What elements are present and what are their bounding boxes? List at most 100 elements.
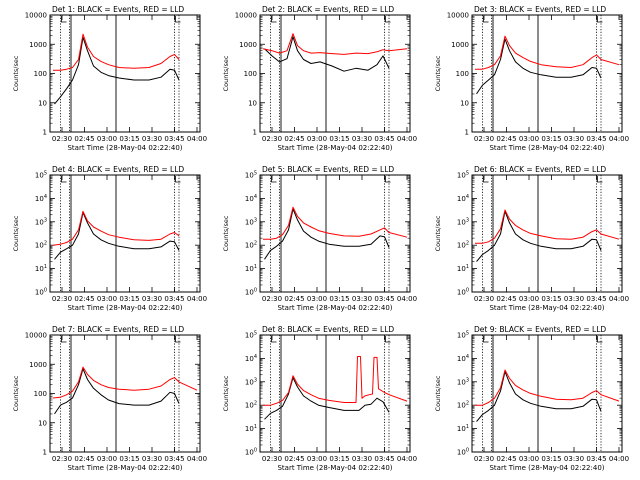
- x-tick-label: 03:00: [307, 455, 327, 463]
- events-series-line: [54, 212, 180, 260]
- y-tick-label: 10000: [235, 12, 257, 20]
- interval-bracket: [597, 176, 603, 183]
- x-tick-label: 02:45: [74, 295, 94, 303]
- y-axis-label: Counts/sec: [222, 375, 230, 411]
- x-tick-label: 04:00: [187, 455, 207, 463]
- interval-bracket: [483, 336, 489, 343]
- interval-bracket: [271, 176, 277, 183]
- x-tick-label: 02:45: [496, 295, 516, 303]
- panel-title: Det 1: BLACK = Events, RED = LLD: [52, 5, 184, 14]
- plot-frame: [259, 334, 411, 453]
- events-series-line: [476, 38, 602, 95]
- detector-panel: Det 5: BLACK = Events, RED = LLD Counts/s…: [222, 165, 417, 312]
- y-tick-label: 102: [457, 241, 469, 250]
- x-axis-label: Start Time (28-May-04 02:22:40): [489, 144, 604, 152]
- x-axis-label: Start Time (28-May-04 02:22:40): [489, 304, 604, 312]
- interval-bracket: [175, 16, 181, 23]
- x-tick-label: 03:45: [586, 135, 606, 143]
- x-tick-label: 02:30: [474, 455, 494, 463]
- x-tick-label: 02:45: [496, 455, 516, 463]
- y-tick-label: 102: [35, 241, 47, 250]
- x-tick-label: 03:15: [329, 295, 349, 303]
- y-tick-label: 100: [456, 70, 469, 78]
- y-tick-label: 102: [245, 401, 257, 410]
- x-tick-label: 03:00: [97, 135, 117, 143]
- y-tick-label: 105: [457, 331, 469, 340]
- x-tick-label: 03:15: [541, 135, 561, 143]
- x-tick-label: 02:30: [262, 295, 282, 303]
- interval-bracket: [61, 336, 67, 343]
- y-tick-label: 1000: [239, 41, 257, 49]
- plot-frame: [471, 174, 623, 293]
- y-tick-label: 104: [245, 194, 257, 203]
- y-tick-label: 103: [245, 217, 257, 226]
- y-tick-label: 103: [35, 217, 47, 226]
- lld-series-line: [53, 33, 180, 71]
- y-tick-label: 102: [245, 241, 257, 250]
- x-tick-label: 03:15: [329, 455, 349, 463]
- plot-frame: [471, 334, 623, 453]
- y-tick-label: 103: [245, 377, 257, 386]
- x-tick-label: 03:45: [164, 135, 184, 143]
- y-tick-label: 102: [457, 401, 469, 410]
- y-axis-label: Counts/sec: [12, 55, 20, 91]
- y-tick-label: 101: [245, 264, 257, 273]
- x-tick-label: 03:00: [519, 295, 539, 303]
- x-tick-label: 02:30: [262, 135, 282, 143]
- detector-panel: Det 3: BLACK = Events, RED = LLD Counts/s…: [434, 5, 629, 152]
- y-axis-label: Counts/sec: [434, 215, 442, 251]
- x-tick-label: 03:30: [142, 295, 162, 303]
- x-tick-label: 03:45: [164, 295, 184, 303]
- y-tick-label: 104: [457, 194, 469, 203]
- events-series-line: [264, 36, 390, 72]
- plot-frame: [49, 334, 201, 453]
- panel-title: Det 5: BLACK = Events, RED = LLD: [262, 165, 394, 174]
- x-tick-label: 03:15: [329, 135, 349, 143]
- lld-series-line: [263, 356, 408, 406]
- x-tick-label: 03:15: [119, 135, 139, 143]
- lld-series-line: [52, 210, 180, 246]
- x-tick-label: 04:00: [187, 135, 207, 143]
- y-tick-label: 100: [457, 288, 469, 297]
- interval-bracket: [385, 16, 391, 23]
- x-tick-label: 03:45: [374, 455, 394, 463]
- x-tick-label: 02:45: [496, 135, 516, 143]
- y-tick-label: 101: [457, 264, 469, 273]
- y-axis-label: Counts/sec: [222, 215, 230, 251]
- x-tick-label: 03:45: [164, 455, 184, 463]
- lld-series-line: [475, 369, 620, 406]
- x-tick-label: 02:45: [284, 455, 304, 463]
- x-axis-label: Start Time (28-May-04 02:22:40): [277, 144, 392, 152]
- x-tick-label: 02:45: [74, 455, 94, 463]
- x-axis-label: Start Time (28-May-04 02:22:40): [67, 464, 182, 472]
- x-tick-label: 03:00: [307, 135, 327, 143]
- x-tick-label: 03:30: [564, 295, 584, 303]
- lld-series-line: [262, 33, 408, 55]
- interval-bracket: [271, 16, 277, 23]
- y-tick-label: 105: [457, 171, 469, 180]
- y-tick-label: 105: [245, 331, 257, 340]
- detector-panel: Det 9: BLACK = Events, RED = LLD Counts/s…: [434, 325, 629, 472]
- x-tick-label: 03:00: [307, 295, 327, 303]
- x-tick-label: 03:45: [374, 295, 394, 303]
- plot-frame: [49, 174, 201, 293]
- x-tick-label: 04:00: [397, 455, 417, 463]
- x-tick-label: 03:30: [142, 135, 162, 143]
- x-tick-label: 03:00: [97, 295, 117, 303]
- y-tick-label: 101: [457, 424, 469, 433]
- panel-title: Det 3: BLACK = Events, RED = LLD: [474, 5, 606, 14]
- x-axis-label: Start Time (28-May-04 02:22:40): [67, 144, 182, 152]
- y-tick-label: 1: [43, 449, 47, 457]
- interval-bracket: [483, 176, 489, 183]
- interval-bracket: [175, 176, 181, 183]
- y-axis-label: Counts/sec: [12, 375, 20, 411]
- x-tick-label: 03:30: [564, 455, 584, 463]
- detector-panel: Det 4: BLACK = Events, RED = LLD Counts/s…: [12, 165, 207, 312]
- events-series-line: [54, 37, 180, 105]
- x-tick-label: 03:30: [352, 135, 372, 143]
- detector-panel: Det 2: BLACK = Events, RED = LLD Counts/s…: [222, 5, 417, 152]
- x-axis-label: Start Time (28-May-04 02:22:40): [277, 304, 392, 312]
- y-tick-label: 100: [35, 288, 47, 297]
- y-tick-label: 10: [38, 419, 47, 427]
